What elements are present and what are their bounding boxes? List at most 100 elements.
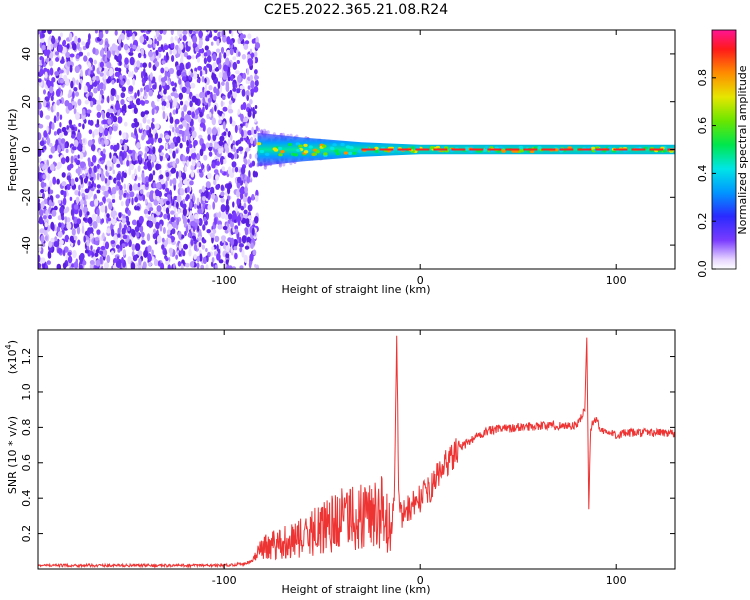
noise-speckle [38, 78, 42, 83]
noise-speckle [240, 205, 245, 211]
noise-speckle [186, 139, 190, 147]
noise-speckle [53, 205, 58, 211]
noise-speckle [179, 249, 183, 255]
noise-speckle [236, 215, 242, 223]
colorbar: 0.0 0.2 0.4 0.6 0.8 Normalized spectral ampl… [696, 29, 749, 278]
noise-speckle [49, 189, 54, 194]
noise-speckle [75, 54, 80, 60]
noise-speckle [233, 246, 238, 251]
noise-speckle [178, 231, 182, 239]
noise-speckle [77, 168, 81, 176]
noise-speckle [131, 197, 134, 206]
noise-speckle [215, 174, 220, 181]
noise-speckle [110, 144, 114, 150]
noise-speckle [116, 142, 120, 150]
noise-speckle [218, 63, 222, 70]
noise-speckle [40, 181, 45, 189]
noise-speckle [237, 30, 243, 34]
noise-speckle [49, 86, 54, 94]
noise-speckle [174, 118, 180, 125]
band-blob [349, 146, 354, 150]
noise-speckle [116, 78, 119, 83]
noise-speckle [188, 248, 192, 257]
noise-speckle [193, 254, 198, 260]
noise-speckle [182, 155, 186, 162]
noise-speckle [171, 55, 175, 62]
noise-speckle [56, 111, 60, 117]
noise-speckle [151, 161, 154, 168]
noise-speckle [131, 44, 137, 50]
noise-speckle [242, 72, 247, 80]
noise-speckle [84, 99, 90, 105]
y-tick-label: 20 [20, 95, 33, 109]
noise-speckle [224, 143, 229, 151]
noise-speckle [93, 81, 98, 87]
noise-speckle [236, 60, 240, 64]
noise-speckle [213, 141, 218, 150]
noise-speckle [239, 191, 244, 200]
noise-speckle [49, 142, 53, 148]
noise-speckle [202, 106, 205, 113]
band-blob [272, 147, 277, 151]
noise-speckle [115, 102, 120, 111]
noise-speckle [167, 71, 171, 78]
noise-speckle [43, 89, 46, 95]
band-blob [352, 151, 357, 155]
noise-speckle [128, 85, 134, 92]
noise-speckle [232, 92, 237, 99]
noise-speckle [236, 189, 240, 198]
noise-speckle [104, 177, 108, 184]
noise-speckle [118, 130, 122, 136]
noise-speckle [231, 167, 235, 173]
noise-speckle [204, 84, 208, 91]
noise-speckle [123, 172, 127, 179]
noise-speckle [73, 235, 78, 241]
noise-speckle [94, 198, 99, 207]
noise-speckle [211, 193, 216, 200]
noise-speckle [133, 107, 138, 114]
noise-speckle [87, 157, 91, 163]
noise-speckle [208, 151, 213, 157]
noise-speckle [253, 86, 259, 93]
noise-speckle [86, 229, 90, 235]
noise-speckle [120, 33, 125, 41]
noise-speckle [207, 204, 212, 211]
noise-speckle [165, 171, 170, 178]
band-blob [295, 142, 300, 146]
noise-speckle [66, 125, 69, 130]
noise-speckle [48, 254, 52, 259]
noise-speckle [139, 35, 145, 44]
noise-speckle [157, 94, 162, 99]
noise-speckle [218, 140, 224, 147]
band-blob [662, 149, 667, 153]
noise-speckle [91, 155, 97, 163]
noise-speckle [64, 234, 70, 243]
noise-speckle [202, 256, 207, 264]
noise-speckle [141, 172, 145, 180]
noise-speckle [92, 256, 97, 261]
band-blob [357, 149, 363, 153]
noise-speckle [44, 235, 48, 241]
noise-speckle [115, 244, 120, 249]
noise-speckle [196, 225, 200, 232]
noise-speckle [180, 124, 183, 129]
noise-speckle [181, 110, 185, 119]
noise-speckle [193, 243, 198, 252]
noise-speckle [111, 79, 115, 85]
noise-speckle [183, 104, 188, 112]
noise-speckle [59, 122, 62, 128]
noise-speckle [40, 235, 45, 244]
noise-speckle [92, 76, 97, 81]
noise-speckle [131, 102, 135, 109]
noise-speckle [245, 147, 251, 152]
noise-speckle [223, 52, 227, 59]
noise-speckle [161, 183, 166, 190]
x-tick-label: 0 [417, 574, 424, 587]
noise-speckle [148, 89, 154, 97]
spectrogram-x-label: Height of straight line (km) [281, 283, 430, 296]
noise-speckle [108, 108, 114, 114]
band-blob [259, 149, 265, 154]
noise-speckle [76, 42, 81, 50]
noise-speckle [145, 124, 150, 131]
noise-speckle [90, 100, 94, 108]
